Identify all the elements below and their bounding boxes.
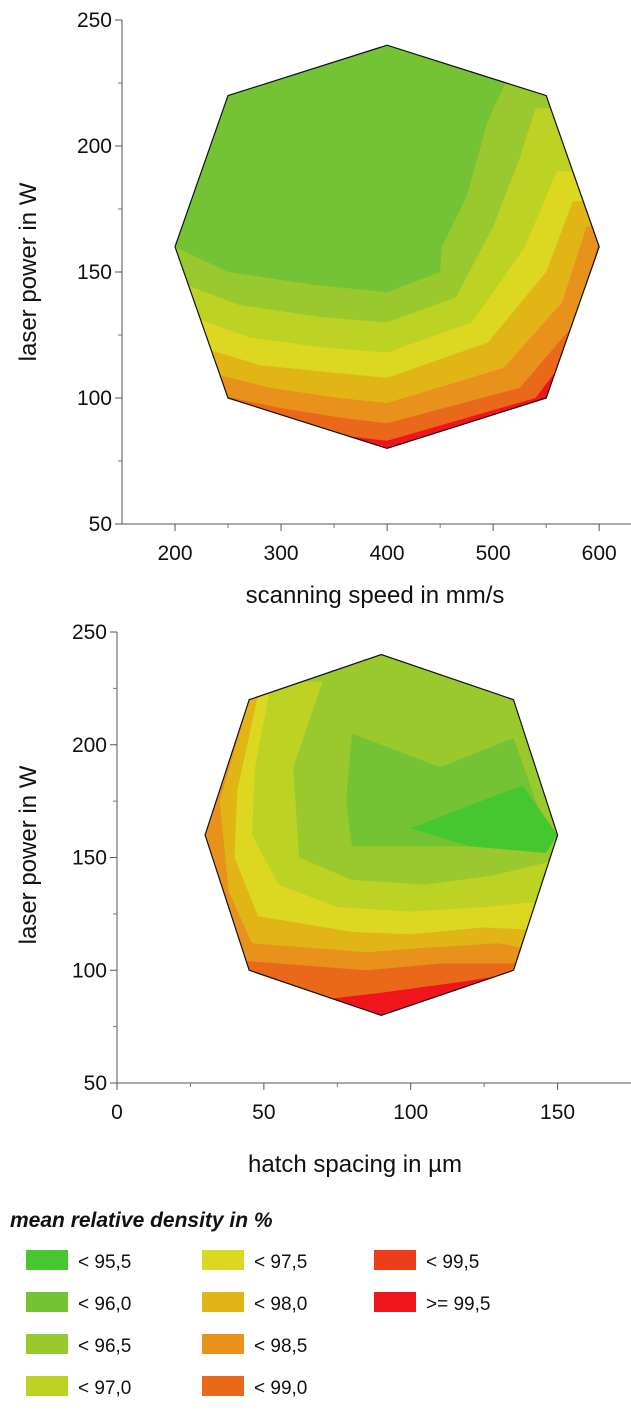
legend-swatch <box>374 1292 416 1312</box>
chart-top-xtick-label: 200 <box>157 542 192 565</box>
legend-label: < 96,0 <box>78 1294 131 1315</box>
legend-label: < 98,0 <box>254 1294 307 1315</box>
chart-bottom-xtick-label: 100 <box>393 1101 428 1124</box>
chart-top-ytick-label: 50 <box>89 513 112 536</box>
legend-swatch <box>26 1376 68 1396</box>
legend-item: < 96,5 <box>26 1334 131 1357</box>
chart-bottom-ytick-label: 100 <box>72 959 107 982</box>
chart-top-ytick-label: 100 <box>77 387 112 410</box>
legend-item: < 95,5 <box>26 1250 131 1273</box>
legend-label: >= 99,5 <box>426 1294 490 1315</box>
chart-top-region-1 <box>212 95 446 293</box>
chart-top-xtick-label: 600 <box>582 542 617 565</box>
chart-top-ylabel: laser power in W <box>15 182 42 361</box>
chart-top: 50 100 150 200 250 200 300 400 500 600 scanning s… <box>15 9 631 609</box>
chart-bottom-ylabel: laser power in W <box>15 765 42 944</box>
legend-label: < 98,5 <box>254 1336 307 1357</box>
legend-item: < 98,0 <box>202 1292 307 1315</box>
chart-top-xtick-label: 500 <box>476 542 511 565</box>
legend-swatch <box>202 1250 244 1270</box>
legend-swatch <box>374 1250 416 1270</box>
chart-top-xlabel: scanning speed in mm/s <box>246 582 505 609</box>
legend-label: < 97,0 <box>78 1378 131 1399</box>
legend-item: < 97,5 <box>202 1250 307 1273</box>
legend-title: mean relative density in % <box>10 1209 273 1232</box>
chart-top-xtick-label: 300 <box>264 542 299 565</box>
legend-item: < 99,5 <box>374 1250 479 1273</box>
chart-bottom-xtick-label: 0 <box>111 1101 123 1124</box>
legend-label: < 96,5 <box>78 1336 131 1357</box>
legend-item: < 96,0 <box>26 1292 131 1315</box>
chart-bottom-ytick-label: 150 <box>72 847 107 870</box>
chart-top-ytick-label: 150 <box>77 261 112 284</box>
chart-bottom-xlabel: hatch spacing in µm <box>248 1151 462 1178</box>
legend-swatch <box>202 1292 244 1312</box>
legend-swatch <box>26 1292 68 1312</box>
legend-label: < 95,5 <box>78 1252 131 1273</box>
chart-bottom-outline <box>204 653 559 1017</box>
legend-label: < 97,5 <box>254 1252 307 1273</box>
legend-item: < 99,0 <box>202 1376 307 1399</box>
chart-bottom-xtick-label: 50 <box>252 1101 275 1124</box>
chart-bottom-xtick-label: 150 <box>540 1101 575 1124</box>
chart-bottom-ytick-label: 50 <box>84 1072 107 1095</box>
chart-bottom-ytick-label: 250 <box>72 621 107 644</box>
chart-top-ytick-label: 250 <box>77 9 112 32</box>
legend-swatch <box>202 1334 244 1354</box>
legend-item: < 98,5 <box>202 1334 307 1357</box>
chart-top-ytick-label: 200 <box>77 135 112 158</box>
chart-top-xtick-label: 400 <box>370 542 405 565</box>
legend-swatch <box>26 1250 68 1270</box>
legend-item: >= 99,5 <box>374 1292 490 1315</box>
chart-top-outline <box>174 44 600 450</box>
legend-swatch <box>202 1376 244 1396</box>
legend-label: < 99,0 <box>254 1378 307 1399</box>
chart-bottom-region-1 <box>410 785 558 853</box>
legend-item: < 97,0 <box>26 1376 131 1399</box>
legend-swatch <box>26 1334 68 1354</box>
legend: mean relative density in % < 95,5 < 96,0 <… <box>10 1209 490 1399</box>
legend-label: < 99,5 <box>426 1252 479 1273</box>
chart-bottom-ytick-label: 200 <box>72 734 107 757</box>
